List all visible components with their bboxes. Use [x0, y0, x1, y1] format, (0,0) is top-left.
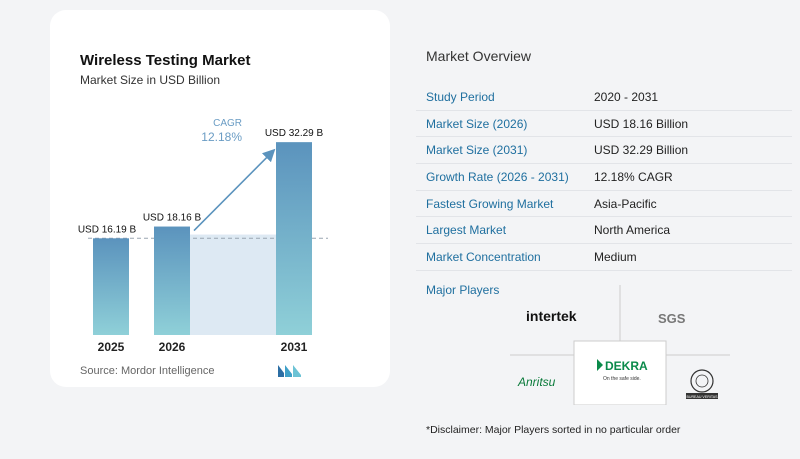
tick-label-2031: 2031	[281, 340, 308, 354]
cagr-band	[190, 234, 276, 335]
data-label-2025: USD 16.19 B	[78, 224, 137, 235]
overview-value: North America	[594, 223, 671, 238]
logo-dekra-tagline: On the safe side.	[603, 376, 641, 382]
overview-row: Study Period 2020 - 2031	[416, 84, 792, 111]
overview-label: Market Concentration	[426, 249, 541, 264]
chart-title: Wireless Testing Market	[80, 52, 251, 69]
logo-sgs: SGS	[658, 311, 686, 326]
cagr-label: CAGR	[213, 118, 242, 129]
chart-card: Wireless Testing Market Market Size in U…	[50, 10, 390, 387]
disclaimer: *Disclaimer: Major Players sorted in no …	[426, 424, 681, 436]
logo-anritsu: Anritsu	[517, 375, 556, 389]
overview-label: Largest Market	[426, 223, 507, 238]
logo-dekra: DEKRA	[605, 359, 648, 373]
overview-label: Fastest Growing Market	[426, 196, 554, 211]
bar-2025	[93, 238, 129, 335]
mordor-logo-icon	[278, 365, 301, 377]
overview-row: Market Concentration Medium	[416, 244, 792, 271]
data-label-2026: USD 18.16 B	[143, 213, 202, 224]
tick-label-2026: 2026	[159, 340, 186, 354]
bar-chart: USD 16.19 B 2025 USD 18.16 B 2026 USD 32.29 …	[78, 118, 328, 354]
overview-value: 12.18% CAGR	[594, 169, 673, 184]
overview-row: Market Size (2031) USD 32.29 Billion	[416, 137, 792, 165]
overview-label: Market Size (2031)	[426, 143, 528, 158]
overview-value: Asia-Pacific	[594, 196, 657, 211]
dekra-logo-icon: DEKRA On the safe side.	[597, 359, 648, 382]
bar-2026	[154, 226, 190, 335]
market-overview-panel: Market Overview Study Period 2020 - 2031…	[414, 0, 800, 459]
overview-table: Study Period 2020 - 2031 Market Size (20…	[416, 84, 792, 271]
overview-value: 2020 - 2031	[594, 89, 659, 104]
cagr-value: 12.18%	[201, 130, 242, 144]
overview-value: USD 18.16 Billion	[594, 116, 689, 131]
overview-row: Largest Market North America	[416, 217, 792, 245]
tick-label-2025: 2025	[98, 340, 125, 354]
overview-label: Market Size (2026)	[426, 116, 528, 131]
data-label-2031: USD 32.29 B	[265, 128, 324, 139]
major-players-logos: intertek SGS DEKRA On the safe side. Anr…	[510, 285, 730, 405]
bureau-veritas-logo-icon: BUREAU VERITAS	[686, 369, 718, 399]
overview-label: Study Period	[426, 89, 495, 104]
cagr-arrow	[193, 148, 276, 232]
chart-subtitle: Market Size in USD Billion	[80, 73, 221, 87]
overview-value: USD 32.29 Billion	[594, 143, 689, 158]
logo-bureau-veritas: BUREAU VERITAS	[686, 395, 718, 399]
major-players-title: Major Players	[426, 283, 500, 297]
overview-title: Market Overview	[426, 48, 532, 64]
overview-value: Medium	[594, 249, 637, 264]
overview-row: Fastest Growing Market Asia-Pacific	[416, 191, 792, 218]
overview-label: Growth Rate (2026 - 2031)	[426, 169, 569, 184]
overview-row: Growth Rate (2026 - 2031) 12.18% CAGR	[416, 164, 792, 191]
chart-source: Source: Mordor Intelligence	[80, 365, 215, 377]
overview-row: Market Size (2026) USD 18.16 Billion	[416, 111, 792, 138]
logo-intertek: intertek	[526, 308, 577, 324]
bar-2031	[276, 142, 312, 335]
